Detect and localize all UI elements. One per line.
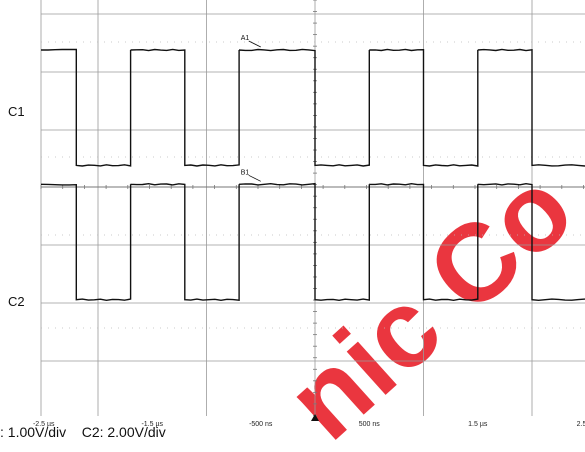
marker-label-a1: A1 bbox=[241, 35, 250, 42]
vertical-scale-readout: : 1.00V/div C2: 2.00V/div bbox=[0, 424, 166, 440]
time-tick-label: 500 ns bbox=[359, 421, 381, 428]
channel-label-c2: C2 bbox=[8, 294, 25, 309]
time-tick-label: -2.5 µs bbox=[33, 421, 55, 428]
trace-c2 bbox=[40, 182, 585, 302]
channel-labels: C1 C2 bbox=[8, 104, 25, 309]
trigger-position-marker bbox=[311, 414, 319, 421]
marker-pointer-a1 bbox=[248, 40, 261, 48]
trace-c1 bbox=[41, 48, 585, 167]
waveform-markers: A1 B1 bbox=[241, 35, 261, 182]
time-tick-label: -1.5 µs bbox=[141, 421, 163, 428]
marker-pointer-b1 bbox=[248, 174, 261, 182]
time-axis-ticks: -2.5 µs -1.5 µs -500 ns 500 ns 1.5 µs 2.5 µs bbox=[33, 421, 585, 428]
time-tick-label: 2.5 µs bbox=[577, 421, 585, 428]
channel-label-c1: C1 bbox=[8, 104, 25, 119]
waveform-traces bbox=[40, 48, 585, 302]
time-tick-label: 1.5 µs bbox=[468, 421, 488, 428]
time-tick-label: -500 ns bbox=[249, 421, 273, 428]
marker-label-b1: B1 bbox=[241, 169, 250, 176]
